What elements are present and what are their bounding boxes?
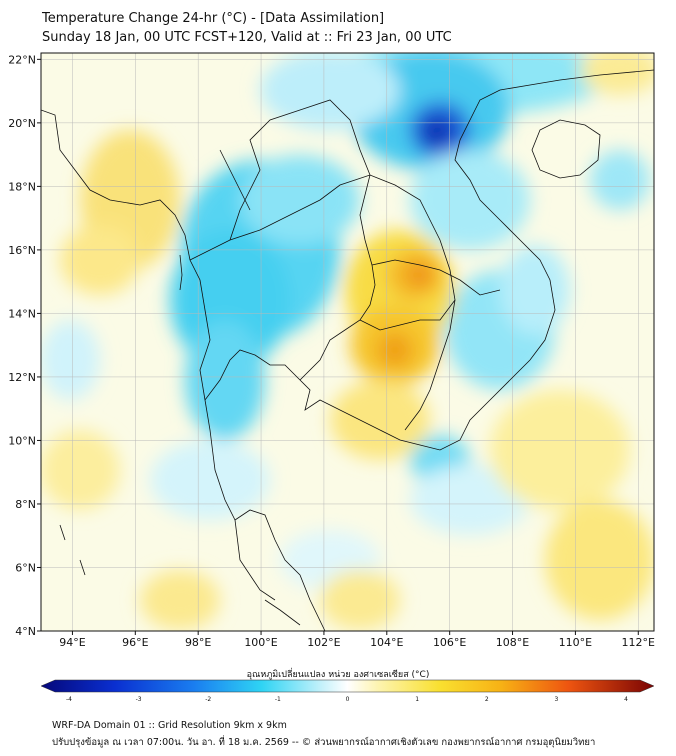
colorbar-tick-label: -4 <box>66 696 72 703</box>
colorbar-label: อุณหภูมิเปลี่ยนแปลง หน่วย องศาเซลเซียส (… <box>246 670 430 680</box>
latitude-axis: 4°N 6°N 8°N 10°N 12°N 14°N 16°N 18°N 20°N 22°N <box>8 53 41 638</box>
lat-tick-label: 20°N <box>8 117 36 130</box>
colorbar-scale <box>40 679 655 693</box>
lon-tick-label: 100°E <box>244 636 277 649</box>
lat-tick-label: 22°N <box>8 53 36 66</box>
colorbar-ticks: -4 -3 -2 -1 0 1 2 3 4 <box>66 696 628 703</box>
coastlines-borders <box>41 69 654 631</box>
lat-tick-label: 16°N <box>8 244 36 257</box>
lat-tick-label: 10°N <box>8 434 36 447</box>
lon-tick-label: 94°E <box>59 636 85 649</box>
lon-tick-label: 108°E <box>496 636 529 649</box>
lat-tick-label: 8°N <box>15 498 36 511</box>
lat-tick-label: 14°N <box>8 307 36 320</box>
lat-tick-label: 12°N <box>8 371 36 384</box>
lat-tick-label: 6°N <box>15 561 36 574</box>
lon-tick-label: 102°E <box>307 636 340 649</box>
lon-tick-label: 110°E <box>559 636 592 649</box>
map-frame <box>40 52 655 632</box>
lat-tick-label: 4°N <box>15 625 36 638</box>
lon-tick-label: 98°E <box>185 636 211 649</box>
colorbar: -4 -3 -2 -1 0 1 2 3 4 <box>40 679 655 703</box>
graticule <box>41 53 654 631</box>
colorbar-tick-label: 3 <box>554 696 558 703</box>
colorbar-tick-label: 2 <box>485 696 489 703</box>
map-title: Temperature Change 24-hr (°C) - [Data As… <box>42 11 385 26</box>
colorbar-tick-label: 1 <box>415 696 419 703</box>
footer-model-info: WRF-DA Domain 01 :: Grid Resolution 9km … <box>52 720 287 731</box>
longitude-axis: 94°E 96°E 98°E 100°E 102°E 104°E 106°E 108°E 110… <box>59 631 655 649</box>
lon-tick-label: 104°E <box>370 636 403 649</box>
colorbar-tick-label: -1 <box>275 696 281 703</box>
lon-tick-label: 112°E <box>622 636 655 649</box>
colorbar-tick-label: -2 <box>205 696 211 703</box>
colorbar-tick-label: 4 <box>624 696 628 703</box>
lon-tick-label: 106°E <box>433 636 466 649</box>
footer-update-info: ปรับปรุงข้อมูล ณ เวลา 07:00น. วัน อา. ที… <box>52 737 596 748</box>
temperature-field <box>41 53 654 631</box>
map-subtitle: Sunday 18 Jan, 00 UTC FCST+120, Valid at… <box>42 30 452 45</box>
lat-tick-label: 18°N <box>8 180 36 193</box>
colorbar-tick-label: 0 <box>346 696 350 703</box>
lon-tick-label: 96°E <box>122 636 148 649</box>
colorbar-tick-label: -3 <box>136 696 142 703</box>
